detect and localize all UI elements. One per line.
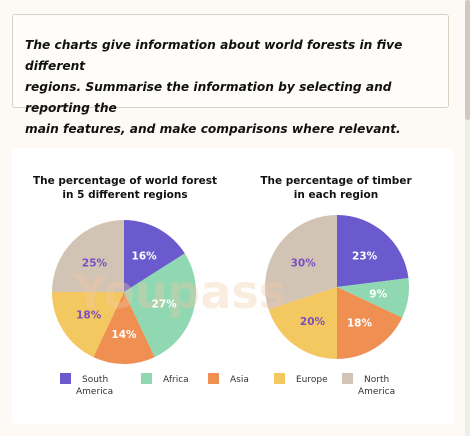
- legend-label-line: Africa: [163, 375, 189, 385]
- chart-title-line: in each region: [294, 189, 378, 201]
- slice-label-europe: 20%: [300, 316, 326, 328]
- legend-item: Europe: [274, 373, 328, 385]
- task-line-3: main features, and make comparisons wher…: [25, 122, 401, 136]
- slice-label-asia: 14%: [111, 329, 137, 341]
- legend-swatch: [141, 373, 152, 384]
- legend-label: Africa: [163, 375, 189, 385]
- legend-item: North America: [342, 373, 395, 397]
- pie-slice-asia: [93, 292, 155, 365]
- legend-label: South America: [76, 375, 113, 397]
- legend-swatch: [274, 373, 285, 384]
- task-line-2: regions. Summarise the information by se…: [25, 80, 392, 115]
- pie-slice-north-america: [52, 220, 124, 292]
- pie-slice-africa: [337, 277, 409, 318]
- legend-swatch: [60, 373, 71, 384]
- legend-label: North America: [358, 375, 395, 397]
- task-prompt-box: The charts give information about world …: [12, 14, 449, 136]
- slice-label-asia: 18%: [347, 317, 373, 329]
- pie-slice-africa: [124, 253, 197, 358]
- pie-charts-figure: The percentage of world forest in 5 diffe…: [33, 175, 413, 397]
- slice-label-africa: 27%: [152, 299, 178, 311]
- legend-label: Asia: [230, 375, 249, 385]
- pie-slice-south-america: [124, 220, 185, 292]
- pie-slice-europe: [52, 292, 124, 358]
- legend-item: South America: [60, 373, 113, 397]
- chart-title-1: The percentage of world forest in 5 diffe…: [33, 175, 217, 201]
- legend-swatch: [208, 373, 219, 384]
- legend-label-line: America: [76, 387, 113, 397]
- slice-label-south-america: 16%: [132, 250, 158, 262]
- legend-swatch: [342, 373, 353, 384]
- scrollbar-thumb[interactable]: [465, 0, 470, 120]
- slice-label-south-america: 23%: [352, 251, 378, 263]
- task-line-1: The charts give information about world …: [25, 38, 403, 73]
- legend-label-line: Asia: [230, 375, 249, 385]
- chart-title-2: The percentage of timber in each region: [260, 175, 412, 201]
- slice-label-africa: 9%: [369, 289, 387, 301]
- pie-slice-north-america: [264, 215, 337, 310]
- chart-title-line: in 5 different regions: [62, 189, 187, 201]
- pie-slice-europe: [268, 287, 337, 359]
- slice-label-north-america: 30%: [291, 258, 317, 270]
- legend-label-line: Europe: [296, 375, 328, 385]
- task-prompt-text: The charts give information about world …: [25, 35, 438, 140]
- watermark-text: Youpass: [73, 265, 286, 319]
- legend-label: Europe: [296, 375, 328, 385]
- slice-label-north-america: 25%: [82, 258, 108, 270]
- legend-label-line: South: [82, 375, 108, 385]
- chart-panel: The percentage of world forest in 5 diffe…: [12, 148, 454, 424]
- chart-title-line: The percentage of world forest: [33, 175, 217, 187]
- pie-slice-south-america: [337, 215, 409, 287]
- page-scrollbar[interactable]: [465, 0, 470, 436]
- legend-label-line: America: [358, 387, 395, 397]
- slice-label-europe: 18%: [76, 309, 102, 321]
- legend-item: Africa: [141, 373, 189, 385]
- pie-slice-asia: [337, 287, 403, 359]
- legend-item: Asia: [208, 373, 249, 385]
- chart-title-line: The percentage of timber: [260, 175, 412, 187]
- legend-label-line: North: [364, 375, 389, 385]
